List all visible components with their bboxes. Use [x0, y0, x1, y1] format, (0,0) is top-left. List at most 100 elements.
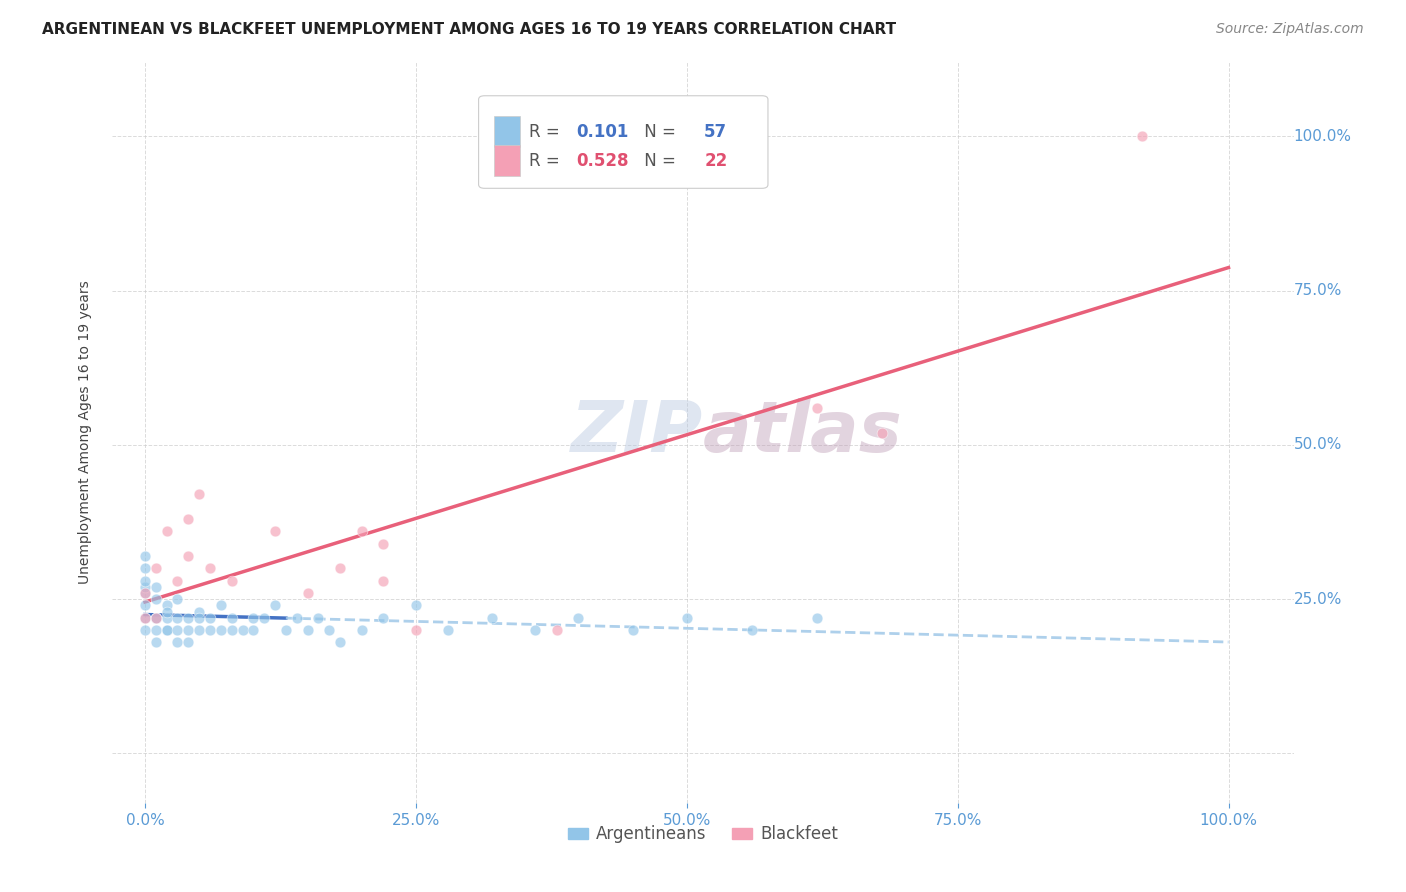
Text: 100.0%: 100.0% — [1294, 129, 1351, 144]
Point — [373, 536, 395, 550]
Bar — [494, 145, 520, 177]
Point — [373, 574, 395, 588]
Point — [231, 623, 253, 637]
Text: R =: R = — [530, 152, 565, 169]
Point — [405, 623, 427, 637]
Point — [166, 592, 188, 607]
Point — [166, 623, 188, 637]
Text: R =: R = — [530, 123, 565, 141]
Point — [524, 623, 547, 637]
Point — [297, 623, 319, 637]
Text: N =: N = — [640, 123, 682, 141]
Point — [806, 611, 828, 625]
Point — [806, 401, 828, 415]
Point — [297, 586, 319, 600]
Point — [177, 623, 200, 637]
Point — [134, 599, 156, 613]
Point — [621, 623, 644, 637]
Point — [145, 611, 167, 625]
Point — [134, 574, 156, 588]
Point — [567, 611, 589, 625]
Text: ZIP: ZIP — [571, 398, 703, 467]
Point — [156, 611, 179, 625]
Point — [405, 599, 427, 613]
Point — [274, 623, 297, 637]
Point — [1130, 129, 1153, 144]
Point — [156, 605, 179, 619]
Point — [166, 574, 188, 588]
Point — [156, 623, 179, 637]
Point — [145, 580, 167, 594]
Point — [221, 611, 243, 625]
Text: 75.0%: 75.0% — [1294, 284, 1341, 298]
Point — [145, 635, 167, 649]
Text: 0.528: 0.528 — [576, 152, 628, 169]
Point — [209, 623, 232, 637]
Text: ARGENTINEAN VS BLACKFEET UNEMPLOYMENT AMONG AGES 16 TO 19 YEARS CORRELATION CHAR: ARGENTINEAN VS BLACKFEET UNEMPLOYMENT AM… — [42, 22, 896, 37]
Point — [134, 580, 156, 594]
Point — [177, 549, 200, 563]
Point — [329, 561, 352, 575]
Text: atlas: atlas — [703, 398, 903, 467]
Point — [134, 586, 156, 600]
Point — [166, 635, 188, 649]
Point — [134, 611, 156, 625]
Point — [188, 611, 211, 625]
Text: 57: 57 — [704, 123, 727, 141]
Point — [675, 611, 697, 625]
Point — [156, 599, 179, 613]
Point — [221, 574, 243, 588]
Text: N =: N = — [640, 152, 682, 169]
Bar — [494, 116, 520, 147]
Text: 0.101: 0.101 — [576, 123, 628, 141]
Legend: Argentineans, Blackfeet: Argentineans, Blackfeet — [561, 819, 845, 850]
Point — [546, 623, 568, 637]
Point — [198, 561, 221, 575]
Point — [350, 623, 373, 637]
Point — [741, 623, 763, 637]
Text: 25.0%: 25.0% — [1294, 591, 1341, 607]
Point — [209, 599, 232, 613]
Point — [134, 623, 156, 637]
Point — [134, 549, 156, 563]
Point — [264, 599, 287, 613]
Point — [145, 611, 167, 625]
Point — [264, 524, 287, 539]
Point — [134, 561, 156, 575]
Point — [188, 623, 211, 637]
Point — [177, 512, 200, 526]
Point — [373, 611, 395, 625]
Point — [188, 605, 211, 619]
Point — [134, 586, 156, 600]
Point — [198, 611, 221, 625]
Point — [307, 611, 329, 625]
Point — [870, 425, 893, 440]
Point — [350, 524, 373, 539]
Point — [145, 561, 167, 575]
Y-axis label: Unemployment Among Ages 16 to 19 years: Unemployment Among Ages 16 to 19 years — [77, 281, 91, 584]
Text: Source: ZipAtlas.com: Source: ZipAtlas.com — [1216, 22, 1364, 37]
Point — [329, 635, 352, 649]
Point — [156, 623, 179, 637]
Text: 22: 22 — [704, 152, 727, 169]
Point — [145, 592, 167, 607]
Text: 50.0%: 50.0% — [1294, 437, 1341, 452]
Point — [188, 487, 211, 501]
Point — [221, 623, 243, 637]
Point — [253, 611, 276, 625]
Point — [285, 611, 308, 625]
Point — [156, 524, 179, 539]
Point — [318, 623, 340, 637]
Point — [242, 611, 264, 625]
FancyBboxPatch shape — [478, 95, 768, 188]
Point — [145, 623, 167, 637]
Point — [481, 611, 503, 625]
Point — [242, 623, 264, 637]
Point — [177, 635, 200, 649]
Point — [166, 611, 188, 625]
Point — [145, 611, 167, 625]
Point — [134, 611, 156, 625]
Point — [437, 623, 460, 637]
Point — [198, 623, 221, 637]
Point — [177, 611, 200, 625]
